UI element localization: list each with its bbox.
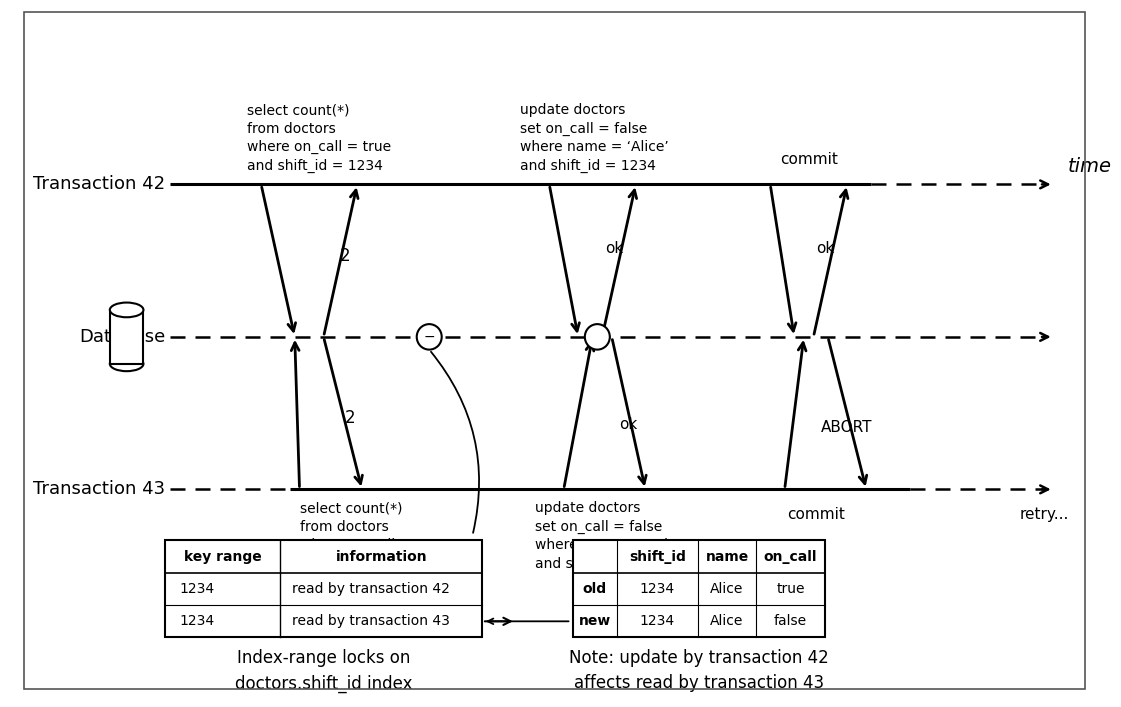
- Ellipse shape: [110, 356, 143, 371]
- Text: retry...: retry...: [1019, 507, 1068, 522]
- Text: commit: commit: [780, 152, 837, 167]
- Text: 1234: 1234: [640, 614, 675, 629]
- Text: information: information: [335, 549, 427, 563]
- Text: select count(*)
from doctors
where on_call = true
and shift_id = 1234: select count(*) from doctors where on_ca…: [247, 103, 391, 173]
- Text: false: false: [773, 614, 807, 629]
- Text: commit: commit: [787, 507, 845, 522]
- Text: 1234: 1234: [179, 582, 214, 596]
- Bar: [573, 540, 825, 638]
- Text: ok: ok: [816, 241, 835, 257]
- Text: Transaction 43: Transaction 43: [33, 480, 165, 498]
- Bar: [165, 540, 482, 638]
- Text: 2: 2: [344, 409, 355, 427]
- Text: key range: key range: [184, 549, 261, 563]
- Text: old: old: [583, 582, 606, 596]
- Text: select count(*)
from doctors
where on_call = true
and shift_id = 1234: select count(*) from doctors where on_ca…: [299, 501, 444, 571]
- Text: 2: 2: [340, 247, 351, 264]
- Text: on_call: on_call: [763, 549, 817, 563]
- Text: Note: update by transaction 42
affects read by transaction 43: Note: update by transaction 42 affects r…: [569, 649, 830, 692]
- Text: Index-range locks on
doctors.shift_id index: Index-range locks on doctors.shift_id in…: [234, 649, 413, 693]
- Circle shape: [585, 324, 610, 350]
- Text: ok: ok: [605, 241, 623, 257]
- Text: read by transaction 42: read by transaction 42: [291, 582, 450, 596]
- Text: time: time: [1068, 157, 1112, 176]
- Text: Database: Database: [78, 328, 165, 346]
- Text: ok: ok: [620, 417, 638, 433]
- Text: update doctors
set on_call = false
where name = ‘Alice’
and shift_id = 1234: update doctors set on_call = false where…: [520, 103, 669, 173]
- Text: new: new: [578, 614, 611, 629]
- Circle shape: [417, 324, 442, 350]
- Text: ABORT: ABORT: [822, 421, 873, 436]
- Text: 1234: 1234: [640, 582, 675, 596]
- Text: true: true: [776, 582, 805, 596]
- Text: Transaction 42: Transaction 42: [33, 175, 165, 194]
- Text: name: name: [705, 549, 749, 563]
- Text: Alice: Alice: [711, 614, 743, 629]
- Text: −: −: [424, 330, 435, 344]
- Bar: [110, 310, 143, 364]
- Text: Alice: Alice: [711, 582, 743, 596]
- Text: shift_id: shift_id: [629, 549, 686, 563]
- Text: 1234: 1234: [179, 614, 214, 629]
- Text: update doctors
set on_call = false
where name = ‘Bob’
and shift_id = 1234: update doctors set on_call = false where…: [535, 501, 677, 571]
- Text: read by transaction 43: read by transaction 43: [291, 614, 450, 629]
- Ellipse shape: [110, 303, 143, 317]
